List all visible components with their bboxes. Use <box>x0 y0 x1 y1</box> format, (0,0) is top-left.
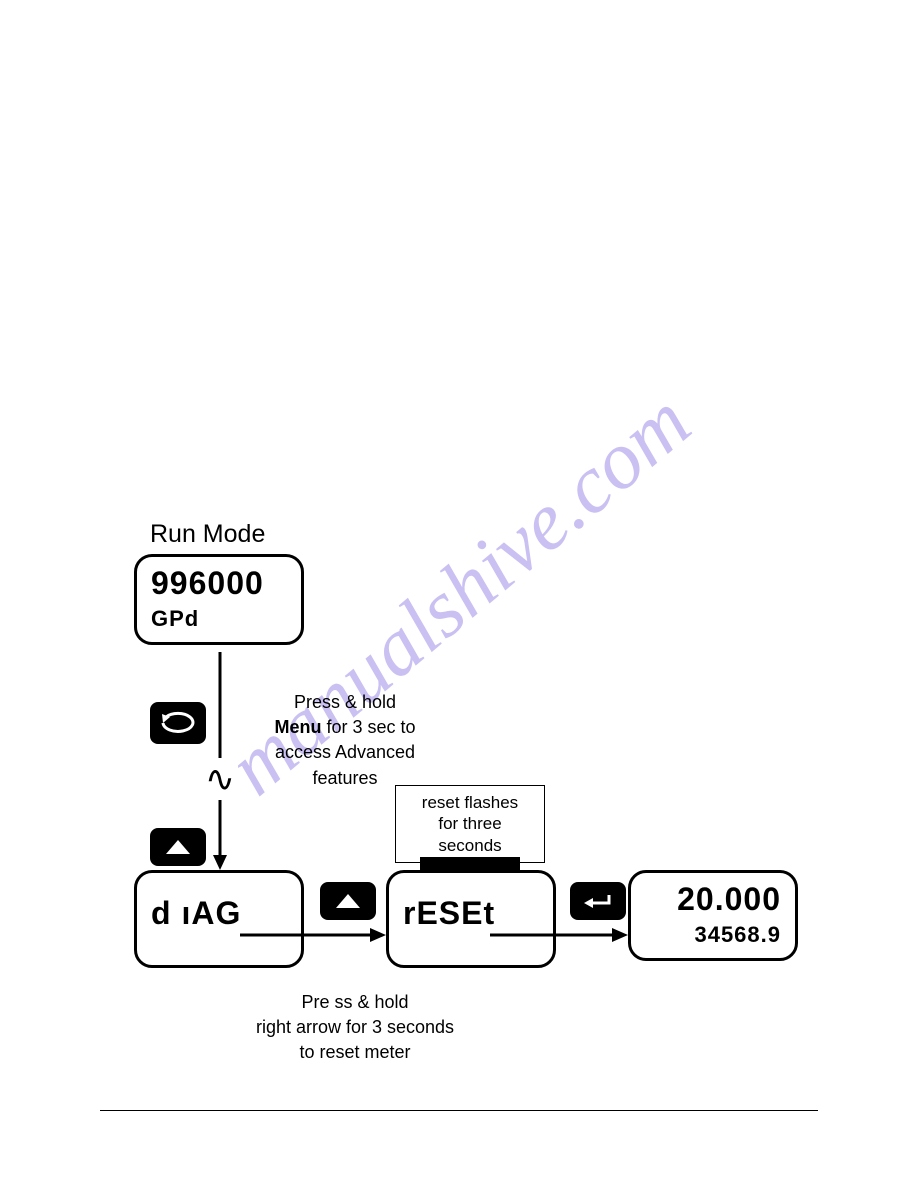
tilde-break: ∿ <box>202 758 238 800</box>
footer-rule <box>100 1110 818 1111</box>
hold-menu-l2: Menu for 3 sec to <box>250 715 440 740</box>
caption-hold-menu: Press & hold Menu for 3 sec to access Ad… <box>250 690 440 791</box>
enter-icon <box>581 890 615 912</box>
hold-right-l2: right arrow for 3 seconds <box>225 1015 485 1040</box>
lcd4-line2: 34568.9 <box>645 923 781 946</box>
lcd3-line1: rESEt <box>403 897 539 931</box>
hold-right-l1: Pre ss & hold <box>225 990 485 1015</box>
hold-right-l3: to reset meter <box>225 1040 485 1065</box>
caption-hold-right: Pre ss & hold right arrow for 3 seconds … <box>225 990 485 1066</box>
note-tab <box>420 857 520 871</box>
lcd4-line1: 20.000 <box>645 883 781 917</box>
up-button-2[interactable] <box>320 882 376 920</box>
hold-menu-l3: access Advanced <box>250 740 440 765</box>
diagram-stage: Run Mode 996000 GPd ∿ Press & hold Menu … <box>120 520 800 1040</box>
reset-note-l2: for three <box>406 813 534 834</box>
cycle-icon <box>158 710 198 736</box>
lcd1-line1: 996000 <box>151 567 287 601</box>
menu-button[interactable] <box>150 702 206 744</box>
up-button-1[interactable] <box>150 828 206 866</box>
up-triangle-icon-2 <box>333 891 363 911</box>
lcd2-line1: d ıAG <box>151 897 287 931</box>
lcd1-line2: GPd <box>151 607 287 630</box>
enter-button[interactable] <box>570 882 626 920</box>
reset-note-l1: reset flashes <box>406 792 534 813</box>
reset-note-l3: seconds <box>406 835 534 856</box>
hold-menu-l1: Press & hold <box>250 690 440 715</box>
mode-label: Run Mode <box>150 520 265 549</box>
lcd-reset: rESEt <box>386 870 556 968</box>
lcd-diag: d ıAG <box>134 870 304 968</box>
note-reset-flashes: reset flashes for three seconds <box>395 785 545 863</box>
up-triangle-icon <box>163 837 193 857</box>
lcd-final: 20.000 34568.9 <box>628 870 798 961</box>
lcd-run-mode: 996000 GPd <box>134 554 304 645</box>
